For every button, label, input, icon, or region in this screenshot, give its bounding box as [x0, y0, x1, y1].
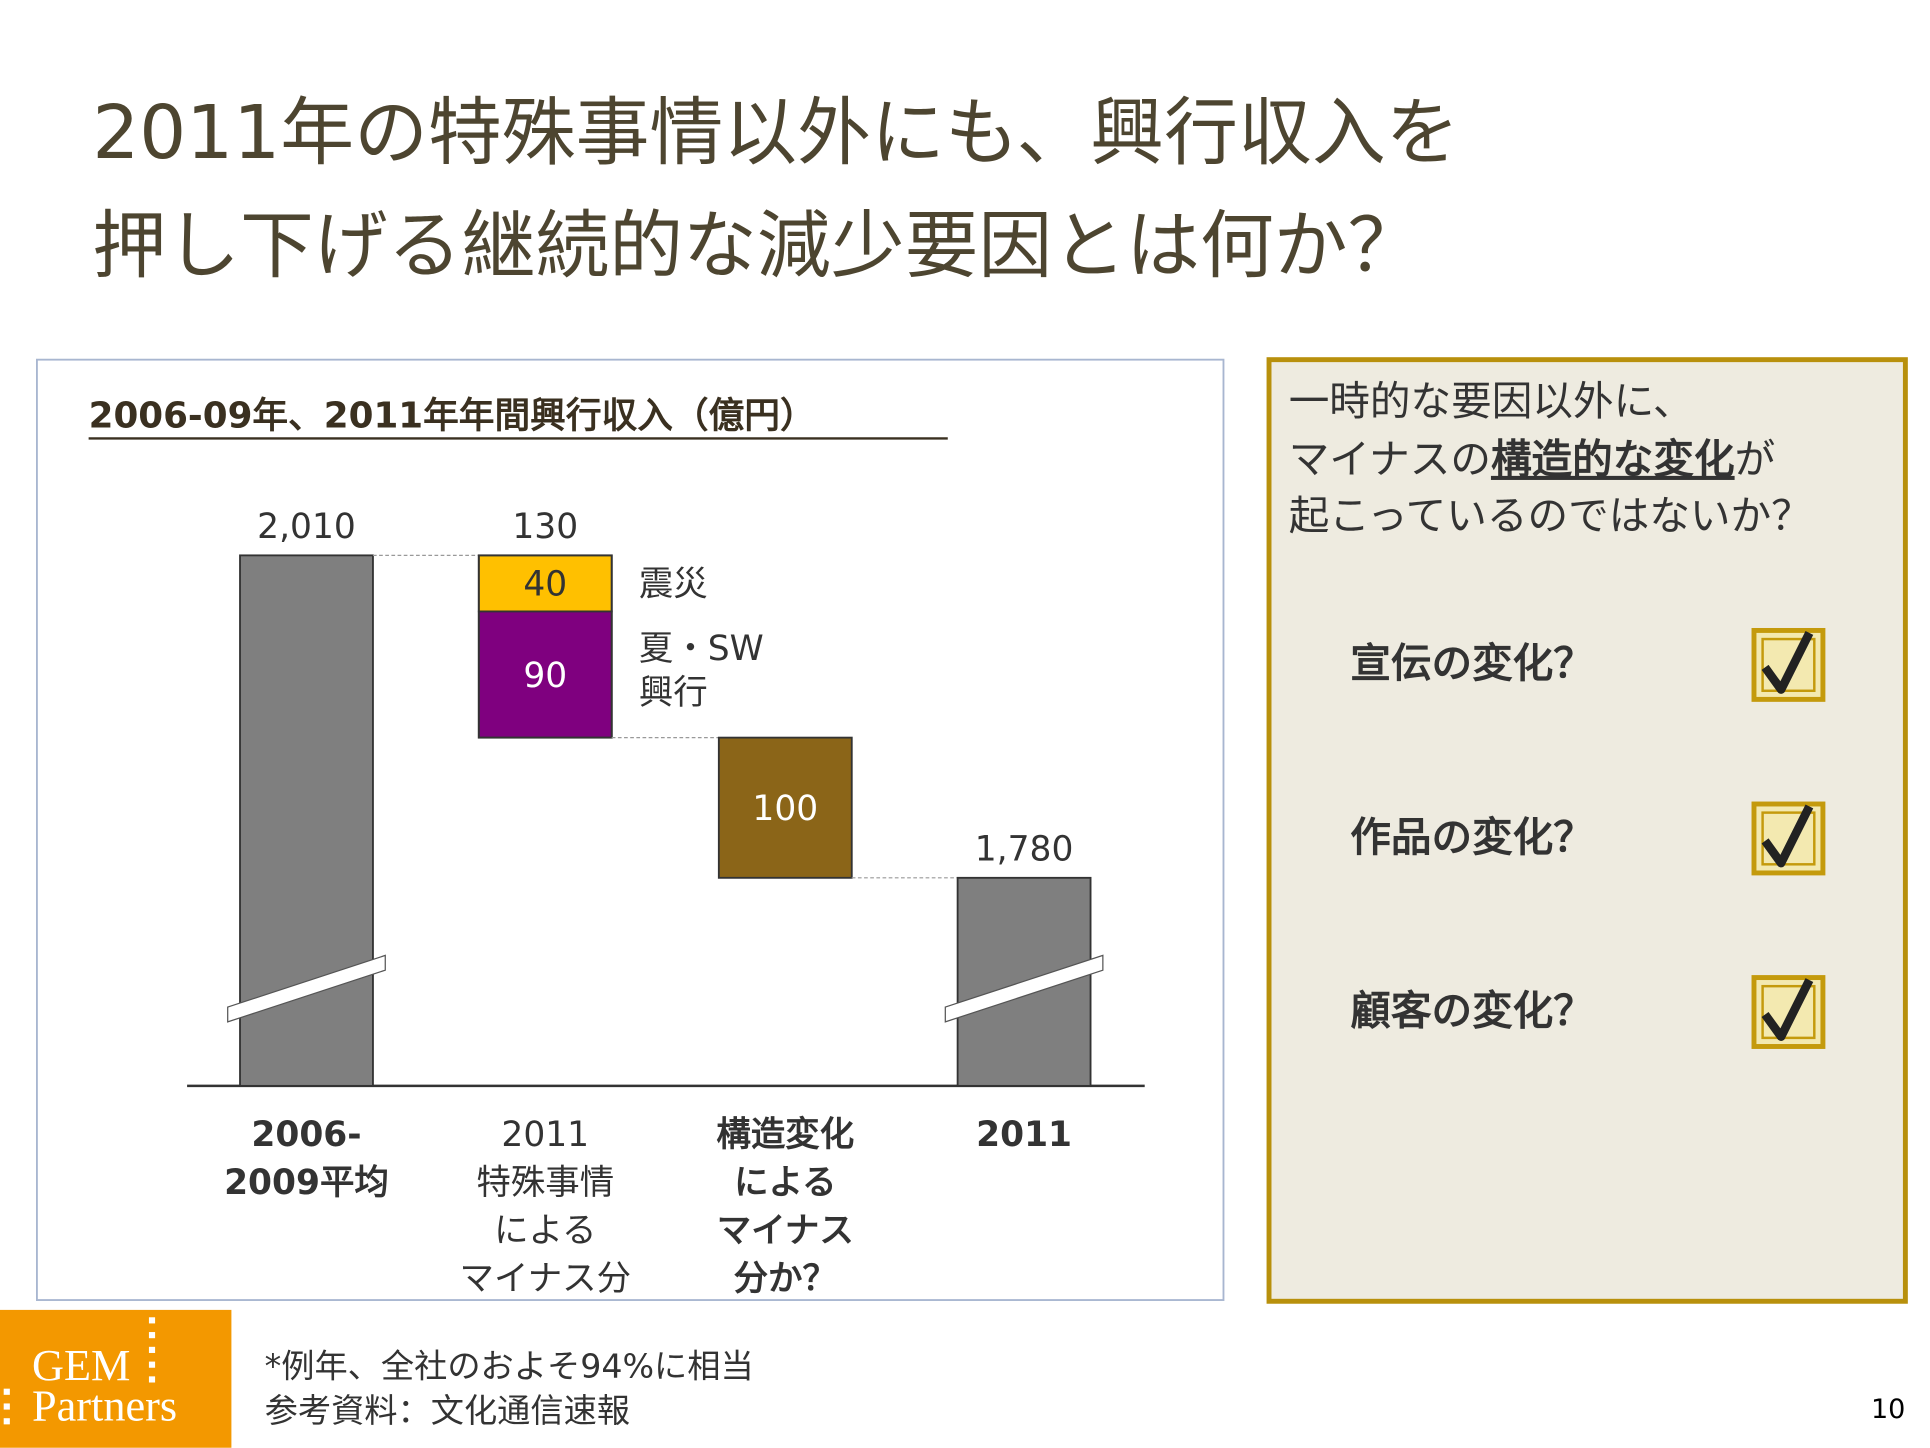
segment-name: 夏・SW	[639, 629, 764, 669]
axis-break	[944, 954, 1104, 1023]
panel-text: 起こっているのではないか？	[1289, 492, 1812, 540]
segment-name: 震災	[639, 565, 708, 605]
x-tick-label: による	[734, 1163, 836, 1203]
checklist-item: 作品の変化？	[1350, 813, 1594, 861]
x-tick-label: 2011	[976, 1115, 1072, 1155]
checkmark	[1761, 978, 1814, 1041]
logo-text: GEM	[32, 1341, 130, 1390]
panel-text: マイナスの	[1289, 435, 1491, 483]
x-tick-label: マイナス分	[459, 1259, 631, 1299]
chart-title: 2006-09年、2011年年間興行収入（億円）	[89, 395, 816, 436]
value-label: 2,010	[257, 507, 356, 547]
checklist-item: 顧客の変化？	[1350, 986, 1594, 1034]
panel-text: が	[1735, 435, 1776, 483]
segment-name: 興行	[639, 673, 708, 713]
logo-text: Partners	[32, 1382, 177, 1431]
logo-dots	[3, 1317, 156, 1425]
panel-text: マイナスの構造的な変化が	[1289, 435, 1776, 483]
x-tick-label: による	[494, 1211, 596, 1251]
x-tick-label: 2011	[501, 1115, 589, 1155]
footnote: *例年、全社のおよそ94%に相当	[265, 1347, 754, 1386]
logo-box	[0, 1309, 232, 1448]
x-tick-label: マイナス	[717, 1211, 854, 1251]
checkbox-inner	[1761, 984, 1816, 1040]
checklist: 宣伝の変化？ 作品の変化？ 顧客の変化？	[1350, 627, 1826, 1049]
chart-frame	[36, 358, 1225, 1301]
slide-title: 2011年の特殊事情以外にも、興行収入を	[92, 90, 1459, 176]
value-label: 100	[752, 789, 818, 829]
x-tick-label: 2009平均	[224, 1163, 389, 1203]
checkbox	[1751, 801, 1826, 876]
checkmark	[1761, 630, 1814, 694]
checklist-item: 宣伝の変化？	[1350, 639, 1594, 687]
x-tick-label: 特殊事情	[476, 1163, 614, 1203]
bar-outline	[477, 554, 613, 739]
checkbox-inner	[1761, 637, 1816, 692]
axis-break	[227, 954, 386, 1023]
checkbox	[1751, 627, 1826, 702]
checkbox	[1751, 975, 1826, 1049]
panel-text: 一時的な要因以外に、	[1289, 377, 1694, 425]
bar	[717, 736, 853, 879]
panel-emphasis: 構造的な変化	[1491, 435, 1735, 483]
checkbox-inner	[1761, 811, 1816, 866]
x-tick-label: 2006-	[251, 1115, 361, 1155]
segment-label: 90	[523, 656, 567, 696]
x-tick-label: 分か？	[734, 1259, 837, 1299]
segment-label: 40	[523, 565, 567, 605]
footnote: 参考資料：文化通信速報	[265, 1391, 630, 1430]
value-label: 1,780	[975, 830, 1074, 870]
page-number: 10	[1871, 1394, 1905, 1425]
x-tick-label: 構造変化	[716, 1115, 854, 1155]
value-label: 130	[512, 507, 578, 547]
slide-title: 押し下げる継続的な減少要因とは何か？	[92, 203, 1421, 289]
checkmark	[1761, 804, 1814, 868]
